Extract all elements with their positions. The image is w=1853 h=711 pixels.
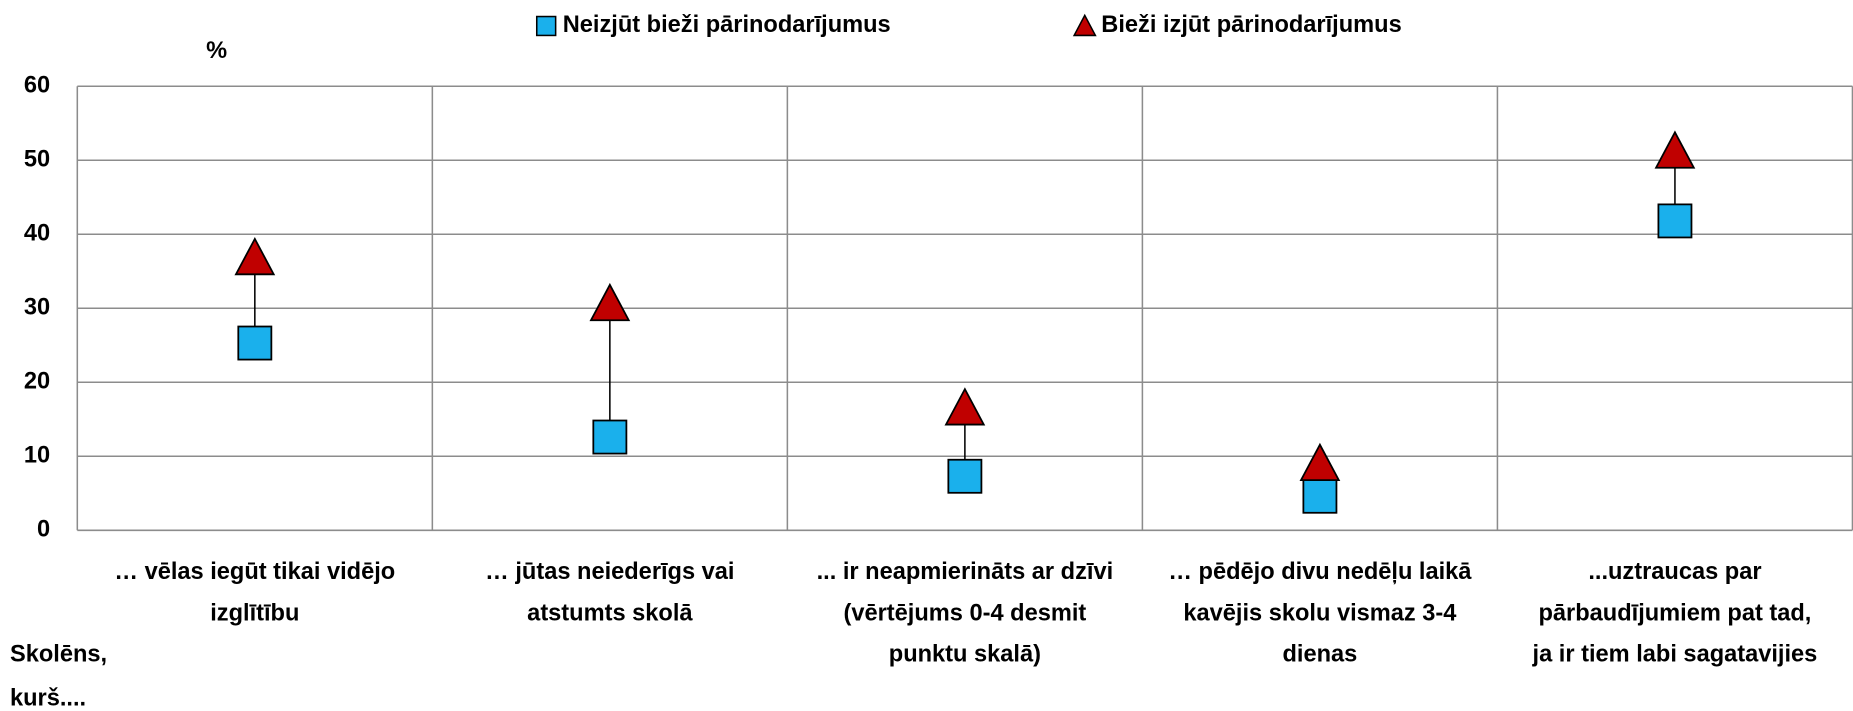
legend-label: Bieži izjūt pārinodarījumus [1101, 12, 1401, 38]
square-marker [947, 458, 983, 494]
legend-swatch [1072, 13, 1097, 37]
y-tick-label: 0 [37, 517, 50, 543]
y-tick-label: 60 [24, 72, 50, 98]
x-tick-label: punktu skalā) [889, 642, 1041, 668]
triangle-marker [1654, 130, 1696, 169]
y-axis-label: % [206, 38, 227, 64]
x-tick-label: ja ir tiem labi sagatavijies [1532, 642, 1818, 668]
square-marker [237, 325, 273, 361]
square-marker [592, 419, 628, 455]
square-marker [1302, 478, 1338, 514]
legend-label: Neizjūt bieži pārinodarījumus [563, 12, 891, 38]
x-tick-label: ... ir neapmierināts ar dzīvi [817, 559, 1114, 585]
y-tick-label: 30 [24, 294, 50, 320]
legend-swatch [535, 15, 557, 37]
triangle-marker [944, 387, 986, 426]
annotation: kurš.... [10, 685, 86, 711]
y-tick-label: 50 [24, 146, 50, 172]
y-tick-label: 20 [24, 369, 50, 395]
x-tick-label: atstumts skolā [527, 600, 693, 626]
annotation: Skolēns, [10, 642, 107, 668]
x-tick-label: … pēdējo divu nedēļu laikā [1168, 559, 1472, 585]
x-tick-label: pārbaudījumiem pat tad, [1539, 600, 1812, 626]
x-tick-label: ...uztraucas par [1588, 559, 1761, 585]
square-marker [1657, 203, 1693, 239]
triangle-marker [1299, 442, 1341, 481]
x-tick-label: (vērtējums 0-4 desmit [844, 600, 1087, 626]
triangle-marker [234, 237, 276, 276]
y-tick-label: 10 [24, 443, 50, 469]
x-tick-label: … jūtas neiederīgs vai [485, 559, 734, 585]
x-tick-label: … vēlas iegūt tikai vidējo [114, 559, 395, 585]
x-tick-label: kavējis skolu vismaz 3-4 [1183, 600, 1456, 626]
x-tick-label: izglītību [210, 600, 299, 626]
y-tick-label: 40 [24, 220, 50, 246]
x-tick-label: dienas [1283, 642, 1358, 668]
triangle-marker [589, 282, 631, 322]
